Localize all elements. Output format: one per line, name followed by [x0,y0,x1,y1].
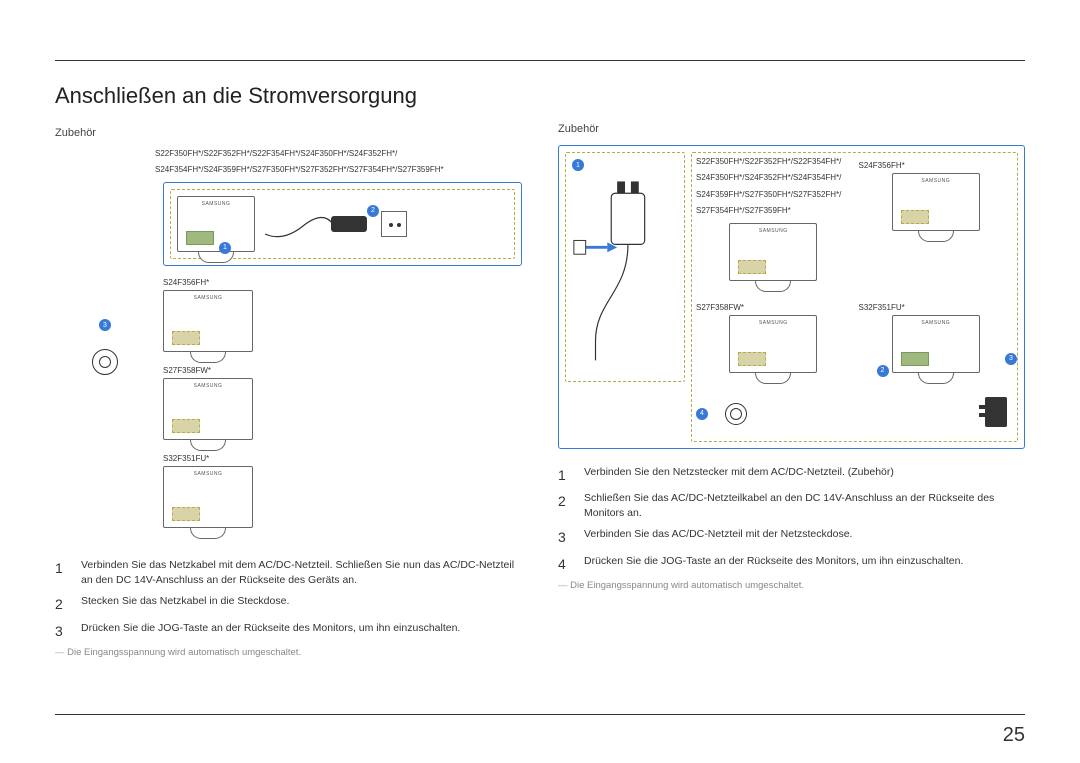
step-row: 2 Stecken Sie das Netzkabel in die Steck… [55,594,522,614]
monitor-back-illustration: SAMSUNG [163,290,253,352]
page-number: 25 [1003,724,1025,747]
left-dash-top: SAMSUNG 1 2 [170,189,515,259]
step-text: Verbinden Sie das AC/DC-Netzteil mit der… [584,527,852,547]
cable-line-icon [263,204,373,244]
label-m3: S27F358FW* [163,366,522,375]
left-subhead: Zubehör [55,127,522,139]
right-column: Zubehör 1 [558,83,1025,658]
dc-port-icon [901,352,929,366]
jog-button-illustration [718,396,754,432]
grid-cell: S32F351FU* SAMSUNG 2 3 [859,299,1014,387]
marker-2: 2 [877,365,889,377]
dc-port-icon [186,231,214,245]
brand-text: SAMSUNG [194,471,223,477]
grid-cell: S22F350FH*/S22F352FH*/S22F354FH*/ S24F35… [696,157,851,295]
left-dash-stack: S24F356FH* SAMSUNG S27F358FW* SAMSUNG S3… [163,278,522,528]
right-steps: 1 Verbinden Sie den Netzstecker mit dem … [558,465,1025,574]
dc-port-icon [172,419,200,433]
right-models-1: S22F350FH*/S22F352FH*/S22F354FH*/ [696,157,851,167]
monitor-back-illustration: SAMSUNG [729,223,817,281]
monitor-back-illustration: SAMSUNG [892,173,980,231]
left-models-1: S22F350FH*/S22F352FH*/S22F354FH*/S24F350… [155,149,522,159]
right-models-3: S24F359FH*/S27F350FH*/S27F352FH*/ [696,190,851,200]
right-footnote: Die Eingangsspannung wird automatisch um… [558,580,1025,591]
brand-text: SAMSUNG [921,320,950,326]
step-number: 2 [558,491,572,521]
left-diagram-area: S22F350FH*/S22F352FH*/S22F354FH*/S24F350… [55,149,522,542]
dc-port-icon [738,260,766,274]
brand-text: SAMSUNG [921,178,950,184]
step-text: Stecken Sie das Netzkabel in die Steckdo… [81,594,289,614]
step-number: 1 [558,465,572,485]
step-text: Verbinden Sie den Netzstecker mit dem AC… [584,465,894,485]
label-m4: S32F351FU* [163,454,522,463]
step-number: 4 [558,554,572,574]
left-footnote: Die Eingangsspannung wird automatisch um… [55,647,522,658]
two-column-layout: Anschließen an die Stromversorgung Zubeh… [55,83,1025,658]
step-row: 4 Drücken Sie die JOG-Taste an der Rücks… [558,554,1025,574]
monitor-back-illustration: SAMSUNG [177,196,255,252]
step-number: 2 [55,594,69,614]
top-rule [55,60,1025,61]
dc-port-icon [172,507,200,521]
monitor-back-illustration: SAMSUNG [892,315,980,373]
dc-port-icon [738,352,766,366]
step-number: 1 [55,558,69,588]
marker-3: 3 [99,319,111,331]
step-row: 2 Schließen Sie das AC/DC-Netzteilkabel … [558,491,1025,521]
jog-button-illustration [81,338,129,386]
brand-text: SAMSUNG [202,201,231,207]
label-m3-r: S27F358FW* [696,303,851,312]
step-row: 3 Drücken Sie die JOG-Taste an der Rücks… [55,621,522,641]
step-row: 3 Verbinden Sie das AC/DC-Netzteil mit d… [558,527,1025,547]
monitor-back-illustration: SAMSUNG [729,315,817,373]
dc-port-icon [172,331,200,345]
marker-2: 2 [367,205,379,217]
wall-socket-icon [381,211,407,237]
step-number: 3 [55,621,69,641]
left-column: Anschließen an die Stromversorgung Zubeh… [55,83,522,658]
monitor-back-illustration: SAMSUNG [163,378,253,440]
brand-text: SAMSUNG [759,320,788,326]
label-m2: S24F356FH* [163,278,522,287]
grid-cell: S27F358FW* SAMSUNG [696,299,851,387]
step-row: 1 Verbinden Sie den Netzstecker mit dem … [558,465,1025,485]
brand-text: SAMSUNG [759,228,788,234]
brand-text: SAMSUNG [194,295,223,301]
left-diagram-box-stack: S24F356FH* SAMSUNG S27F358FW* SAMSUNG S3… [163,274,522,542]
right-diagram-box: 1 S22F350FH*/S22F352FH*/S22F35 [558,145,1025,449]
step-text: Drücken Sie die JOG-Taste an der Rücksei… [81,621,460,641]
marker-1: 1 [219,242,231,254]
left-steps: 1 Verbinden Sie das Netzkabel mit dem AC… [55,558,522,641]
step-row: 1 Verbinden Sie das Netzkabel mit dem AC… [55,558,522,588]
wall-adapter-icon [967,391,1013,437]
label-m2-r: S24F356FH* [859,161,1014,170]
step-text: Verbinden Sie das Netzkabel mit dem AC/D… [81,558,522,588]
left-diagram-box-top: SAMSUNG 1 2 [163,182,522,266]
marker-4: 4 [696,408,708,420]
step-text: Schließen Sie das AC/DC-Netzteilkabel an… [584,491,1025,521]
right-models-4: S27F354FH*/S27F359FH* [696,206,851,216]
step-text: Drücken Sie die JOG-Taste an der Rücksei… [584,554,963,574]
marker-1: 1 [572,159,584,171]
section-heading: Anschließen an die Stromversorgung [55,83,522,109]
right-grid-dash: S22F350FH*/S22F352FH*/S22F354FH*/ S24F35… [691,152,1018,442]
right-subhead: Zubehör [558,123,1025,135]
bottom-rule [55,714,1025,715]
adapter-assembly-illustration: 1 [565,152,685,382]
label-m4-r: S32F351FU* [859,303,1014,312]
step-number: 3 [558,527,572,547]
right-models-2: S24F350FH*/S24F352FH*/S24F354FH*/ [696,173,851,183]
left-models-2: S24F354FH*/S24F359FH*/S27F350FH*/S27F352… [155,165,522,175]
brand-text: SAMSUNG [194,383,223,389]
marker-3: 3 [1005,353,1017,365]
monitor-back-illustration: SAMSUNG [163,466,253,528]
grid-cell: S24F356FH* SAMSUNG [859,157,1014,295]
dc-port-icon [901,210,929,224]
